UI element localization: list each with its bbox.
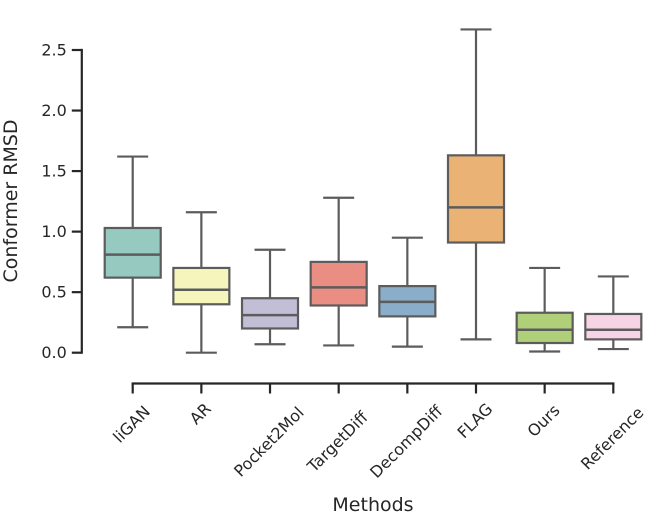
box-series bbox=[103, 28, 643, 354]
iqr-box bbox=[103, 226, 162, 279]
box-reference bbox=[584, 275, 643, 351]
y-tick-label: 2.0 bbox=[41, 101, 66, 120]
box-ar bbox=[172, 211, 231, 354]
y-tick-label: 1.5 bbox=[41, 162, 66, 181]
x-axis-title: Methods bbox=[332, 494, 413, 516]
x-tick-label: liGAN bbox=[109, 402, 154, 447]
x-tick-label: Ours bbox=[524, 401, 564, 441]
x-tick-label: AR bbox=[186, 399, 215, 428]
y-tick-label: 0.0 bbox=[41, 343, 66, 362]
box-pocket2mol bbox=[240, 248, 300, 346]
y-tick-label: 1.0 bbox=[41, 222, 66, 241]
box-flag bbox=[446, 28, 506, 341]
box-targetdiff bbox=[309, 196, 368, 347]
iqr-box bbox=[446, 154, 506, 244]
iqr-box bbox=[515, 311, 574, 345]
iqr-box bbox=[240, 297, 300, 330]
box-ours bbox=[515, 266, 574, 353]
y-axis: 0.0 0.5 1.0 1.5 2.0 2.5 bbox=[41, 41, 83, 362]
iqr-box bbox=[172, 266, 231, 306]
x-tick-label: Reference bbox=[577, 403, 647, 473]
y-tick-label: 2.5 bbox=[41, 41, 66, 60]
iqr-box bbox=[309, 260, 368, 307]
x-tick-label: Pocket2Mol bbox=[230, 403, 308, 481]
box-decompdiff bbox=[378, 236, 437, 348]
x-tick-label: TargetDiff bbox=[303, 407, 372, 476]
y-tick-label: 0.5 bbox=[41, 283, 66, 302]
x-tick-label: FLAG bbox=[454, 399, 497, 442]
y-axis-title: Conformer RMSD bbox=[0, 119, 22, 282]
box-ligan bbox=[103, 155, 162, 329]
x-tick-label: DecompDiff bbox=[366, 401, 447, 482]
iqr-box bbox=[584, 312, 643, 341]
